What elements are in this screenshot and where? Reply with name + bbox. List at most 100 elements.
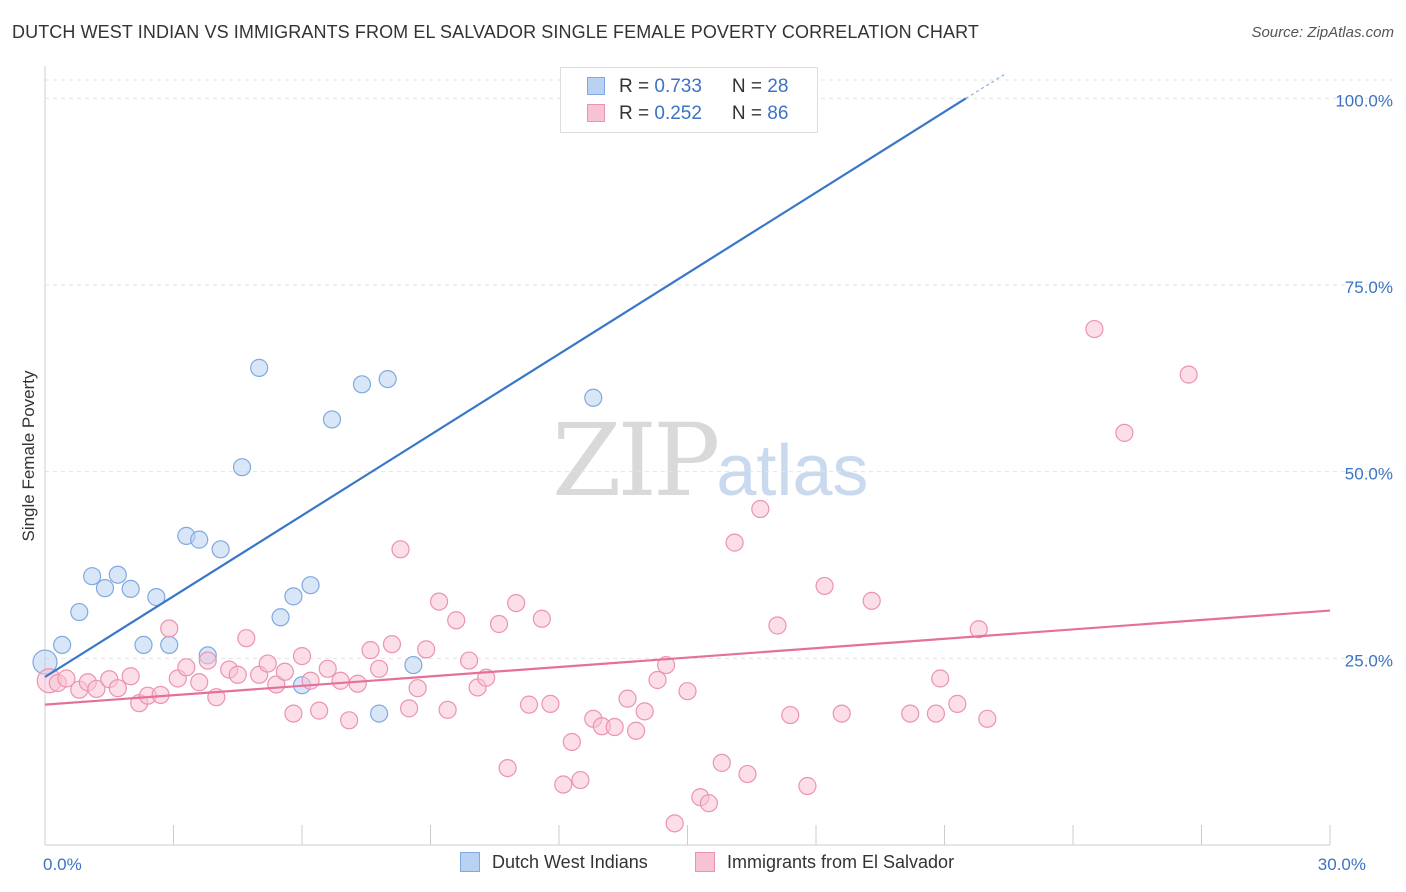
el-salvador-point — [399, 699, 419, 718]
dutch-west-indian-point — [404, 655, 423, 675]
el-salvador-point — [901, 704, 920, 723]
el-salvador-point — [562, 732, 581, 752]
el-salvador-point — [408, 679, 427, 698]
el-salvador-point — [541, 694, 560, 713]
el-salvador-point — [331, 671, 350, 690]
el-salvador-point — [160, 619, 179, 638]
legend-n-value: 28 — [767, 76, 789, 97]
dutch-west-indian-point — [301, 576, 320, 595]
el-salvador-point — [429, 592, 449, 611]
el-salvador-point — [948, 694, 967, 713]
x-tick-label: 30.0% — [1318, 855, 1366, 874]
dutch-west-indian-point — [147, 588, 166, 607]
el-salvador-point — [571, 770, 590, 790]
el-salvador-point — [532, 609, 551, 628]
el-salvador-point — [656, 655, 676, 675]
el-salvador-point — [361, 641, 380, 660]
el-salvador-point — [275, 662, 294, 681]
dutch-west-indian-point — [352, 375, 372, 394]
dutch-west-indian-point — [378, 369, 397, 389]
watermark-zip: ZIP — [552, 402, 720, 519]
el-salvador-point — [340, 711, 359, 730]
bottom-legend-label: Dutch West Indians — [492, 852, 648, 872]
el-salvador-point — [554, 775, 573, 794]
el-salvador-point — [87, 679, 106, 699]
el-salvador-point — [626, 721, 646, 740]
legend-row-el-salvador: R = 0.252 N = 86 — [587, 103, 788, 127]
dutch-west-indian-point — [232, 458, 252, 477]
legend-r-value: 0.733 — [654, 76, 702, 97]
el-salvador-point — [489, 614, 509, 634]
el-salvador-point — [237, 629, 256, 648]
dutch-west-indian-point — [108, 565, 127, 584]
el-salvador-point — [699, 794, 719, 813]
dutch-west-indian-point — [95, 579, 115, 598]
legend-r-label: R = — [619, 103, 655, 124]
dutch-west-indian-point — [121, 579, 140, 599]
dutch-west-indian-point — [322, 410, 342, 429]
el-salvador-point — [768, 616, 787, 635]
el-salvador-point — [1179, 365, 1198, 384]
watermark: ZIPatlas — [552, 402, 868, 519]
el-salvador-point — [108, 679, 127, 698]
dutch-west-indian-point — [190, 530, 209, 549]
bottom-legend-dutch-west-indians: Dutch West Indians — [460, 852, 648, 873]
y-tick-label: 100.0% — [1335, 91, 1393, 110]
el-salvador-point — [751, 499, 770, 519]
el-salvador-point — [310, 701, 329, 720]
el-salvador-point — [862, 591, 881, 610]
el-salvador-point — [978, 709, 997, 728]
el-salvador-point — [459, 651, 479, 670]
el-salvador-point — [605, 717, 624, 737]
el-salvador-trendline — [44, 609, 1331, 706]
el-salvador-point — [678, 682, 697, 701]
y-tick-label: 75.0% — [1345, 278, 1393, 297]
dutch-west-indian-point — [370, 704, 389, 723]
el-salvador-point — [258, 654, 277, 673]
el-salvador-point — [725, 533, 744, 552]
bottom-legend-swatch-pink — [695, 852, 715, 872]
el-salvador-point — [507, 593, 526, 613]
legend-r-label: R = — [619, 76, 655, 97]
legend-n-label: N = — [731, 76, 768, 97]
watermark-atlas: atlas — [716, 431, 869, 511]
el-salvador-point — [190, 673, 209, 692]
el-salvador-point — [57, 669, 76, 688]
legend-r-value: 0.252 — [654, 103, 702, 124]
el-salvador-point — [498, 758, 517, 778]
el-salvador-point — [348, 674, 367, 693]
legend-n-value: 86 — [767, 103, 789, 124]
el-salvador-point — [519, 695, 539, 714]
dutch-west-indian-point — [53, 635, 72, 655]
el-salvador-point — [635, 702, 654, 721]
el-salvador-point — [391, 540, 410, 559]
el-salvador-point — [648, 670, 667, 690]
el-salvador-point — [318, 659, 337, 678]
el-salvador-point — [738, 764, 757, 784]
y-tick-label: 50.0% — [1345, 465, 1393, 484]
source-label: Source: ZipAtlas.com — [1251, 24, 1394, 41]
el-salvador-point — [931, 669, 950, 688]
y-tick-label: 25.0% — [1345, 651, 1393, 670]
el-salvador-point — [1115, 423, 1134, 442]
el-salvador-point — [832, 704, 851, 723]
dutch-west-indian-point — [584, 388, 603, 407]
dutch-west-indian-point — [134, 635, 153, 655]
el-salvador-point — [798, 776, 817, 796]
el-salvador-point — [121, 667, 140, 686]
correlation-legend: R = 0.733 N = 28 R = 0.252 N = 86 — [560, 67, 818, 133]
el-salvador-point — [177, 658, 196, 677]
legend-swatch-pink — [587, 104, 605, 122]
el-salvador-point — [969, 620, 988, 639]
el-salvador-point — [370, 659, 389, 678]
el-salvador-point — [447, 611, 466, 630]
chart-title: DUTCH WEST INDIAN VS IMMIGRANTS FROM EL … — [12, 22, 979, 42]
legend-swatch-blue — [587, 77, 605, 95]
el-salvador-point — [198, 651, 217, 670]
bottom-legend-el-salvador: Immigrants from El Salvador — [695, 852, 954, 873]
y-axis-title: Single Female Poverty — [19, 370, 38, 542]
dutch-west-indian-point — [271, 608, 290, 627]
el-salvador-point — [417, 640, 436, 659]
legend-row-dutch-west-indians: R = 0.733 N = 28 — [587, 76, 788, 100]
